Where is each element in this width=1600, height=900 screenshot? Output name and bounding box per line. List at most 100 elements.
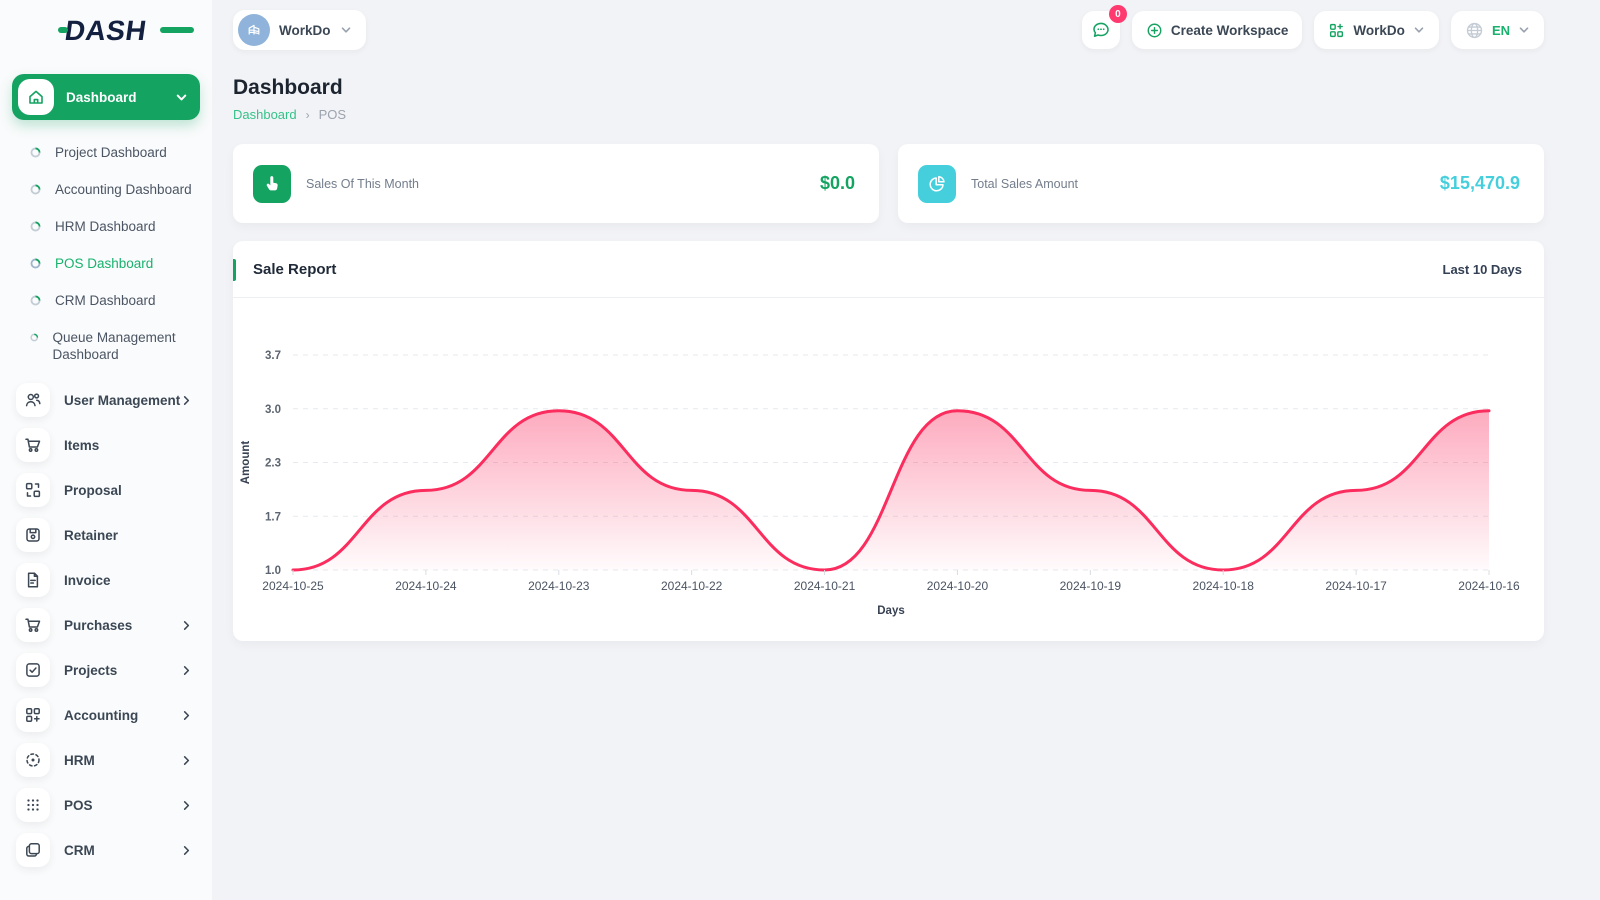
chevron-right-icon [181,710,192,721]
sidebar-item-hrm[interactable]: HRM [12,743,200,777]
nav-label: POS [64,797,93,813]
sidebar-item-pos[interactable]: POS [12,788,200,822]
nav-label: CRM [64,842,95,858]
grid-plus-icon [1330,23,1344,37]
plus-circle-icon [1147,23,1162,37]
check-square-icon [16,653,50,687]
users-icon [16,383,50,417]
bullet-ring-icon [30,221,41,232]
nav-label: Items [64,437,100,453]
windows-icon [16,833,50,867]
svg-text:Days: Days [877,605,905,617]
messages-button[interactable]: 0 [1081,5,1127,49]
chart-range-label: Last 10 Days [1442,261,1523,277]
sidebar-item-purchases[interactable]: Purchases [12,608,200,642]
svg-text:2024-10-18: 2024-10-18 [1193,579,1255,593]
submenu-label: POS Dashboard [55,256,154,271]
logo-text: DASH [63,15,149,46]
language-selector[interactable]: EN [1450,11,1544,49]
sidebar-item-proposal[interactable]: Proposal [12,473,200,507]
submenu-label: CRM Dashboard [55,293,156,308]
sidebar-item-project-dashboard[interactable]: Project Dashboard [12,134,200,171]
bullet-ring-icon [30,333,39,342]
workspace-name: WorkDo [279,22,331,38]
sidebar-item-accounting-dashboard[interactable]: Accounting Dashboard [12,171,200,208]
stat-card-sales-this-month: Sales Of This Month $0.0 [233,144,879,223]
chevron-right-icon [181,395,192,406]
create-workspace-button[interactable]: Create Workspace [1131,11,1303,49]
chevron-down-icon [341,27,350,33]
sidebar-item-user-management[interactable]: User Management [12,383,200,417]
page-header: Dashboard Dashboard › POS [233,76,1544,122]
workspace-switcher[interactable]: WorkDo [233,10,366,50]
sidebar-item-items[interactable]: Items [12,428,200,462]
sidebar-item-invoice[interactable]: Invoice [12,563,200,597]
language-code: EN [1491,22,1510,38]
sale-report-area-chart: 1.0 1.7 2.3 3.0 3.7 2024-10-25 2024-10-24 2024-… [240,350,1520,617]
svg-text:2024-10-19: 2024-10-19 [1060,579,1122,593]
chart-title: Sale Report [253,260,337,278]
target-dots-icon [16,743,50,777]
sidebar-item-pos-dashboard[interactable]: POS Dashboard [12,245,200,282]
chevron-down-icon [1414,27,1424,33]
topbar-actions: 0 Create Workspace WorkDo EN [1081,5,1544,49]
messages-badge: 0 [1108,5,1127,23]
sidebar-item-dashboard[interactable]: Dashboard [12,74,200,120]
sidebar-item-hrm-dashboard[interactable]: HRM Dashboard [12,208,200,245]
page-title: Dashboard [233,76,343,99]
sidebar-item-crm[interactable]: CRM [12,833,200,867]
retainer-save-icon [16,518,50,552]
svg-text:1.0: 1.0 [265,565,281,577]
chevron-down-icon [176,94,187,100]
submenu-label: Project Dashboard [55,145,167,160]
sale-report-card: Sale Report Last 10 Days 1.0 1.7 2.3 3.0 3.7… [233,241,1544,641]
topbar: WorkDo 0 Create Workspace WorkDo EN [233,5,1544,50]
submenu-label: Queue Management Dashboard [52,330,176,362]
nav-label: Retainer [64,527,119,543]
stat-label: Sales Of This Month [306,176,420,191]
sidebar-item-crm-dashboard[interactable]: CRM Dashboard [12,282,200,319]
breadcrumb-dashboard-link[interactable]: Dashboard [233,107,297,122]
workdo-menu-label: WorkDo [1353,22,1405,38]
nav-label: Proposal [64,482,122,498]
sidebar-item-projects[interactable]: Projects [12,653,200,687]
chevron-right-icon [181,845,192,856]
sidebar-item-accounting[interactable]: Accounting [12,698,200,732]
workdo-menu-button[interactable]: WorkDo [1314,11,1439,49]
pie-chart-icon [918,164,956,203]
chevron-right-icon [181,665,192,676]
nav-label: User Management [64,392,181,408]
svg-text:2.3: 2.3 [265,458,281,470]
stat-value: $15,470.9 [1439,173,1520,193]
bullet-ring-icon [30,258,41,269]
svg-text:2024-10-22: 2024-10-22 [661,579,723,593]
svg-text:3.0: 3.0 [265,404,281,416]
svg-text:2024-10-25: 2024-10-25 [262,579,324,593]
proposal-grid-icon [16,473,50,507]
cart-icon [16,608,50,642]
home-icon [18,79,54,115]
chevron-right-icon [181,620,192,631]
sidebar-item-queue-management-dashboard[interactable]: Queue Management Dashboard [12,319,202,373]
stat-label: Total Sales Amount [971,176,1079,191]
dashboard-submenu: Project Dashboard Accounting Dashboard H… [12,134,200,373]
logo-green-bar-icon [160,27,194,33]
sidebar-item-retainer[interactable]: Retainer [12,518,200,552]
svg-text:2024-10-21: 2024-10-21 [794,579,856,593]
app-logo[interactable]: DASH [12,0,200,62]
sidebar: DASH Dashboard Project Dashboard Account… [0,0,212,900]
svg-text:2024-10-20: 2024-10-20 [927,579,989,593]
svg-text:2024-10-17: 2024-10-17 [1325,579,1387,593]
svg-text:2024-10-16: 2024-10-16 [1458,579,1520,593]
logo-green-dot-icon [58,27,68,33]
nav-label: Accounting [64,707,139,723]
stat-cards: Sales Of This Month $0.0 Total Sales Amo… [233,144,1544,223]
sidebar-main-nav: User Management Items Proposal Retainer … [12,383,200,867]
svg-text:1.7: 1.7 [265,511,281,523]
nav-label: HRM [64,752,95,768]
chat-bubble-icon [1093,22,1109,37]
sale-report-header: Sale Report Last 10 Days [233,241,1544,298]
svg-text:2024-10-24: 2024-10-24 [395,579,457,593]
stat-value: $0.0 [819,173,855,193]
submenu-label: Accounting Dashboard [55,182,192,197]
